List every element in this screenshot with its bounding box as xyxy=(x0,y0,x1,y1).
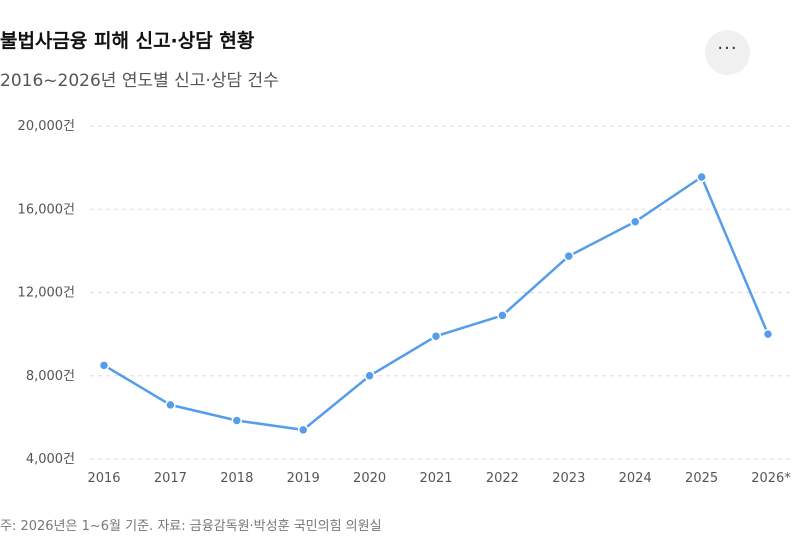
data-point[interactable] xyxy=(762,328,774,340)
grid-lines xyxy=(90,125,790,460)
x-tick-label: 2026* xyxy=(751,471,791,486)
x-axis: 2016 2017 2018 2019 2020 2021 2022 2023 2024 2025… xyxy=(87,471,791,486)
y-axis: 4,000건 8,000건 12,000건 16,000건 20,000건 xyxy=(18,119,75,467)
y-tick-label: 20,000건 xyxy=(18,119,75,134)
x-tick-label: 2022 xyxy=(486,471,519,486)
chart-subtitle: 2016~2026년 연도별 신고·상담 건수 xyxy=(0,71,279,91)
source-footnote: 주: 2026년은 1~6월 기준. 자료: 금융감독원·박성훈 국민의힘 의원… xyxy=(0,519,382,534)
data-point[interactable] xyxy=(364,370,375,381)
x-tick-label: 2018 xyxy=(220,471,253,486)
data-point[interactable] xyxy=(165,399,176,411)
more-options-button[interactable]: ··· xyxy=(705,30,750,75)
x-tick-label: 2019 xyxy=(287,471,320,486)
data-point[interactable] xyxy=(98,360,110,371)
y-tick-label: 8,000건 xyxy=(26,369,75,384)
data-point[interactable] xyxy=(563,250,575,262)
data-points xyxy=(98,171,774,436)
chart-title: 불법사금융 피해 신고·상담 현황 xyxy=(0,30,255,52)
data-point[interactable] xyxy=(297,424,309,436)
more-horizontal-icon: ··· xyxy=(717,37,738,59)
x-tick-label: 2021 xyxy=(419,471,452,486)
series-line xyxy=(103,175,770,432)
data-point[interactable] xyxy=(430,330,442,342)
y-tick-label: 12,000건 xyxy=(18,286,75,301)
data-point[interactable] xyxy=(629,216,641,227)
x-tick-label: 2016 xyxy=(87,471,120,486)
x-tick-label: 2020 xyxy=(353,471,386,486)
x-tick-label: 2025 xyxy=(685,471,718,486)
y-tick-label: 16,000건 xyxy=(18,202,75,217)
y-tick-label: 4,000건 xyxy=(26,452,75,467)
data-point[interactable] xyxy=(231,415,243,426)
data-point[interactable] xyxy=(696,171,707,183)
x-tick-label: 2024 xyxy=(619,471,652,486)
x-tick-label: 2023 xyxy=(552,471,585,486)
x-tick-label: 2017 xyxy=(154,471,187,486)
data-point[interactable] xyxy=(497,310,508,321)
